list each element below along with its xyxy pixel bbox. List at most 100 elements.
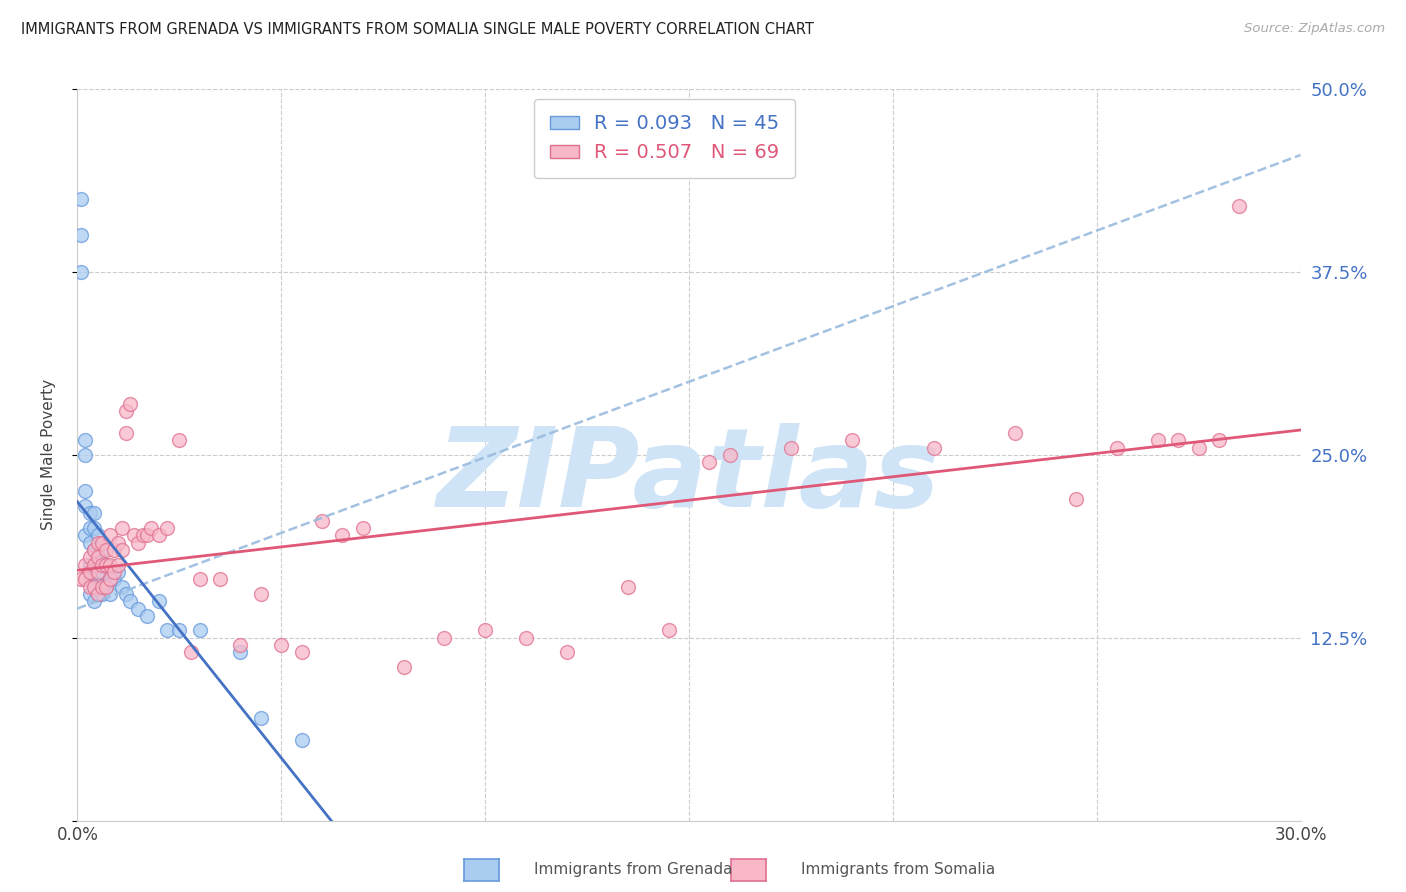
Point <box>291 645 314 659</box>
Point <box>922 441 945 455</box>
Point <box>94 558 117 572</box>
Point <box>103 572 125 586</box>
Point <box>188 624 211 638</box>
Legend: R = 0.093   N = 45, R = 0.507   N = 69: R = 0.093 N = 45, R = 0.507 N = 69 <box>534 99 794 178</box>
Text: Immigrants from Grenada: Immigrants from Grenada <box>534 863 733 877</box>
Point <box>131 528 153 542</box>
Point <box>229 638 252 652</box>
Point <box>83 594 105 608</box>
Point <box>75 484 97 499</box>
Point <box>209 572 232 586</box>
Point <box>699 455 721 469</box>
Point <box>79 587 101 601</box>
Point <box>115 587 138 601</box>
Point <box>94 580 117 594</box>
Point <box>94 543 117 558</box>
Point <box>98 587 121 601</box>
Point <box>1066 491 1088 506</box>
Point <box>83 565 105 579</box>
Point <box>311 514 333 528</box>
Point <box>87 528 110 542</box>
Point <box>515 631 537 645</box>
Point <box>135 608 157 623</box>
Point <box>188 572 211 586</box>
Point <box>169 624 191 638</box>
Point <box>250 711 273 725</box>
Point <box>1229 199 1251 213</box>
Point <box>75 448 97 462</box>
Text: Immigrants from Somalia: Immigrants from Somalia <box>801 863 995 877</box>
Y-axis label: Single Male Poverty: Single Male Poverty <box>42 379 56 531</box>
Point <box>124 528 146 542</box>
Point <box>75 558 97 572</box>
Point <box>75 434 97 448</box>
Point <box>718 448 741 462</box>
Point <box>111 543 134 558</box>
Point <box>111 521 134 535</box>
Point <box>156 624 179 638</box>
Point <box>79 535 101 549</box>
Point <box>87 535 110 549</box>
Point <box>148 594 170 608</box>
Point <box>1167 434 1189 448</box>
Point <box>70 265 93 279</box>
Point <box>474 624 496 638</box>
Point <box>90 580 112 594</box>
Point <box>780 441 803 455</box>
Point <box>90 587 112 601</box>
Point <box>270 638 292 652</box>
Point <box>98 528 121 542</box>
Point <box>180 645 202 659</box>
Text: Source: ZipAtlas.com: Source: ZipAtlas.com <box>1244 22 1385 36</box>
Point <box>392 660 415 674</box>
Point <box>332 528 354 542</box>
Point <box>1004 425 1026 440</box>
Point <box>87 587 110 601</box>
Point <box>87 550 110 565</box>
Point <box>87 550 110 565</box>
Point <box>79 580 101 594</box>
Point <box>291 733 314 747</box>
Point <box>87 572 110 586</box>
Point <box>229 645 252 659</box>
Point <box>94 558 117 572</box>
Point <box>658 624 681 638</box>
Point <box>79 572 101 586</box>
Point <box>94 580 117 594</box>
Point <box>352 521 374 535</box>
Point <box>107 558 129 572</box>
Point <box>87 565 110 579</box>
Point <box>98 565 121 579</box>
Point <box>83 543 105 558</box>
Point <box>139 521 162 535</box>
Point <box>107 535 129 549</box>
Point <box>87 587 110 601</box>
Point <box>98 558 121 572</box>
Text: ZIPatlas: ZIPatlas <box>437 424 941 531</box>
Point <box>433 631 456 645</box>
Point <box>1107 441 1129 455</box>
Point <box>169 434 191 448</box>
Point <box>617 580 640 594</box>
Point <box>79 565 101 579</box>
Point <box>107 565 129 579</box>
Point <box>115 404 138 418</box>
Point <box>90 565 112 579</box>
Point <box>120 397 142 411</box>
Point <box>79 550 101 565</box>
Point <box>83 521 105 535</box>
Point <box>103 565 125 579</box>
Point <box>70 572 93 586</box>
Point <box>120 594 142 608</box>
Point <box>250 587 273 601</box>
Point <box>70 228 93 243</box>
Point <box>103 543 125 558</box>
Point <box>83 507 105 521</box>
Point <box>1147 434 1170 448</box>
Point <box>70 192 93 206</box>
Point <box>128 601 150 615</box>
Point <box>1208 434 1230 448</box>
Point <box>90 558 112 572</box>
Point <box>79 521 101 535</box>
Point <box>75 528 97 542</box>
